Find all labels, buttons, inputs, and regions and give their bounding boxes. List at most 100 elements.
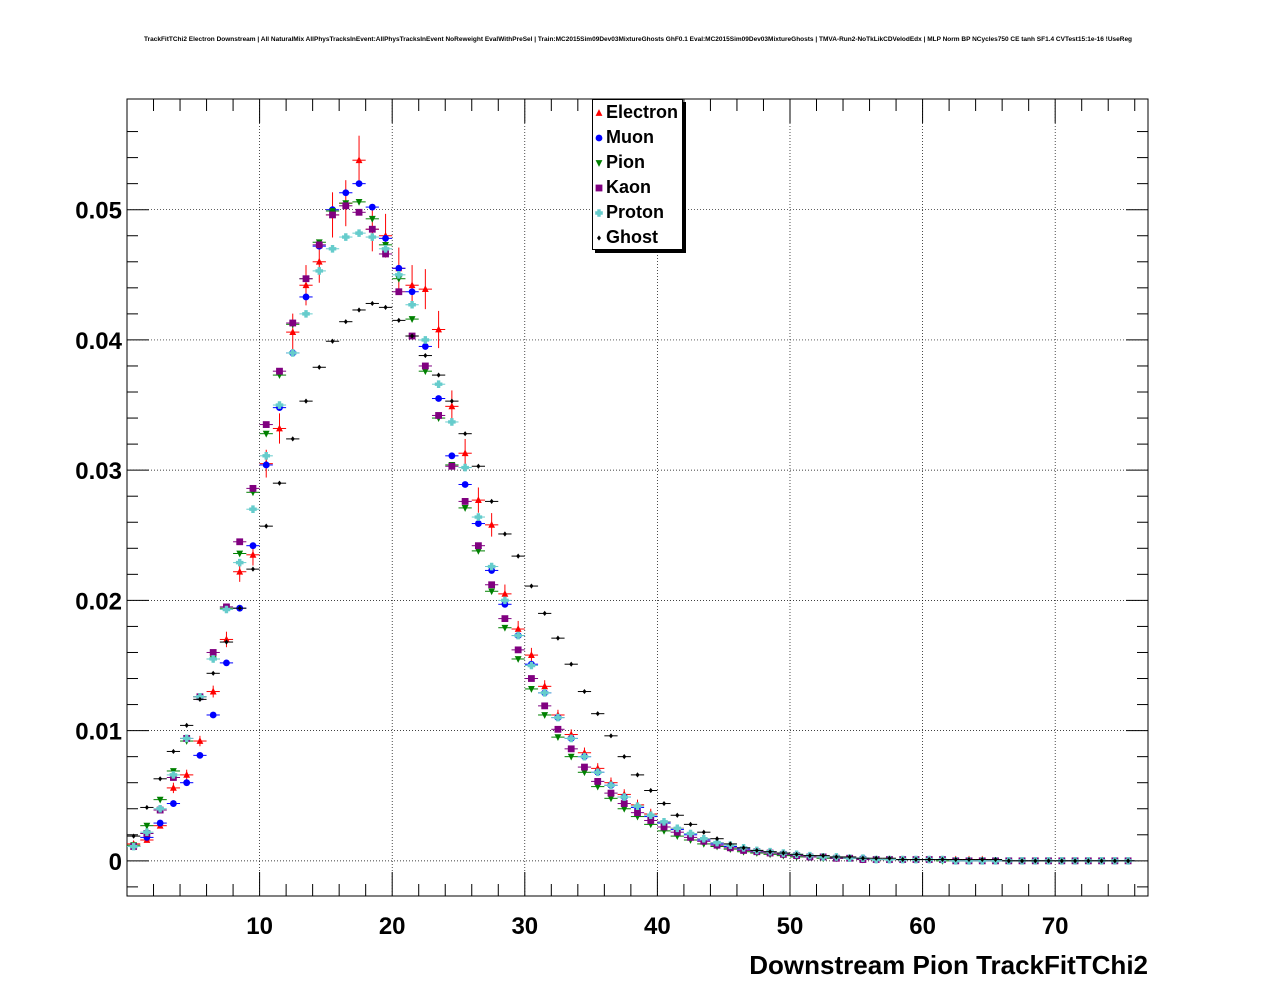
- data-point: [262, 461, 270, 469]
- data-point: [434, 380, 443, 389]
- data-point: [514, 631, 522, 640]
- data-point: [317, 364, 322, 370]
- data-point: [355, 156, 363, 164]
- data-point: [209, 687, 217, 695]
- data-point: [290, 436, 295, 442]
- data-point: [474, 542, 482, 550]
- data-point: [488, 581, 496, 589]
- data-point: [768, 849, 773, 855]
- data-point: [847, 854, 852, 860]
- data-point: [501, 624, 509, 632]
- x-tick-label: 30: [511, 913, 538, 940]
- data-point: [1059, 858, 1064, 864]
- x-tick-label: 50: [777, 913, 804, 940]
- data-point: [754, 847, 759, 854]
- data-point: [395, 288, 403, 296]
- data-point: [662, 800, 667, 807]
- data-point: [555, 635, 560, 641]
- data-point: [487, 562, 496, 571]
- data-point: [474, 520, 482, 527]
- data-point: [594, 777, 602, 785]
- y-tick-label: 0.02: [75, 588, 122, 615]
- data-point: [675, 812, 680, 818]
- data-point: [330, 338, 335, 344]
- data-point: [541, 712, 549, 719]
- series-kaon: [127, 202, 1135, 865]
- data-point: [209, 711, 217, 719]
- data-point: [249, 505, 257, 514]
- data-point: [288, 349, 297, 357]
- data-point: [807, 853, 812, 859]
- data-point: [249, 484, 257, 492]
- data-point: [368, 225, 376, 233]
- data-point: [634, 809, 641, 817]
- data-point: [421, 343, 429, 350]
- data-point: [302, 281, 310, 289]
- data-point: [236, 538, 244, 546]
- data-point: [196, 692, 204, 701]
- data-point: [276, 367, 283, 375]
- data-point: [701, 829, 706, 835]
- y-tick-label: 0.04: [75, 328, 122, 355]
- data-point: [607, 795, 615, 803]
- data-point: [315, 257, 323, 265]
- data-point: [156, 819, 164, 827]
- data-point: [874, 855, 879, 861]
- data-point: [474, 496, 482, 504]
- data-point: [183, 779, 191, 787]
- data-point: [554, 725, 562, 733]
- data-point: [264, 523, 269, 529]
- data-point: [514, 656, 522, 663]
- data-point: [542, 610, 547, 617]
- data-point: [222, 605, 231, 614]
- data-point: [182, 734, 191, 743]
- data-point: [355, 198, 363, 206]
- data-point: [927, 856, 932, 863]
- x-tick-label: 20: [379, 913, 406, 940]
- series-ghost: [127, 300, 1135, 864]
- legend-marker-shape: [595, 208, 603, 217]
- data-point: [382, 250, 389, 258]
- data-point: [461, 449, 469, 457]
- data-point: [582, 688, 587, 695]
- data-markers: [127, 135, 1135, 865]
- series-pion: [127, 198, 1135, 865]
- data-point: [289, 319, 297, 327]
- legend: Electron Muon Pion Kaon Proton Ghost: [592, 99, 683, 250]
- data-point: [608, 733, 613, 739]
- data-point: [541, 702, 549, 710]
- data-point: [633, 802, 642, 810]
- data-point: [514, 646, 522, 654]
- data-point: [489, 498, 494, 505]
- data-point: [370, 300, 375, 307]
- data-point: [235, 558, 244, 567]
- legend-entry-pion: Pion: [593, 150, 645, 175]
- data-point: [607, 781, 615, 790]
- data-point: [673, 824, 682, 833]
- data-point: [250, 566, 255, 572]
- data-point: [342, 202, 350, 210]
- data-point: [355, 229, 363, 237]
- legend-entry-ghost: Ghost: [593, 225, 658, 250]
- data-point: [713, 838, 721, 847]
- data-point: [488, 588, 496, 596]
- data-point: [395, 264, 403, 272]
- data-point: [224, 639, 229, 645]
- legend-label: Pion: [606, 152, 645, 172]
- data-point: [421, 368, 429, 376]
- data-point: [129, 842, 138, 851]
- chart-title: TrackFitTChi2 Electron Downstream | All …: [143, 36, 1133, 43]
- data-point: [223, 635, 230, 643]
- data-point: [355, 180, 363, 188]
- data-point: [781, 850, 786, 856]
- data-point: [435, 395, 443, 402]
- data-point: [184, 722, 189, 729]
- data-point: [209, 655, 217, 663]
- data-point: [699, 834, 708, 843]
- data-point: [635, 772, 640, 778]
- data-point: [620, 805, 628, 813]
- data-point: [342, 189, 350, 197]
- data-point: [249, 550, 257, 558]
- data-point: [262, 421, 270, 428]
- data-point: [423, 352, 428, 359]
